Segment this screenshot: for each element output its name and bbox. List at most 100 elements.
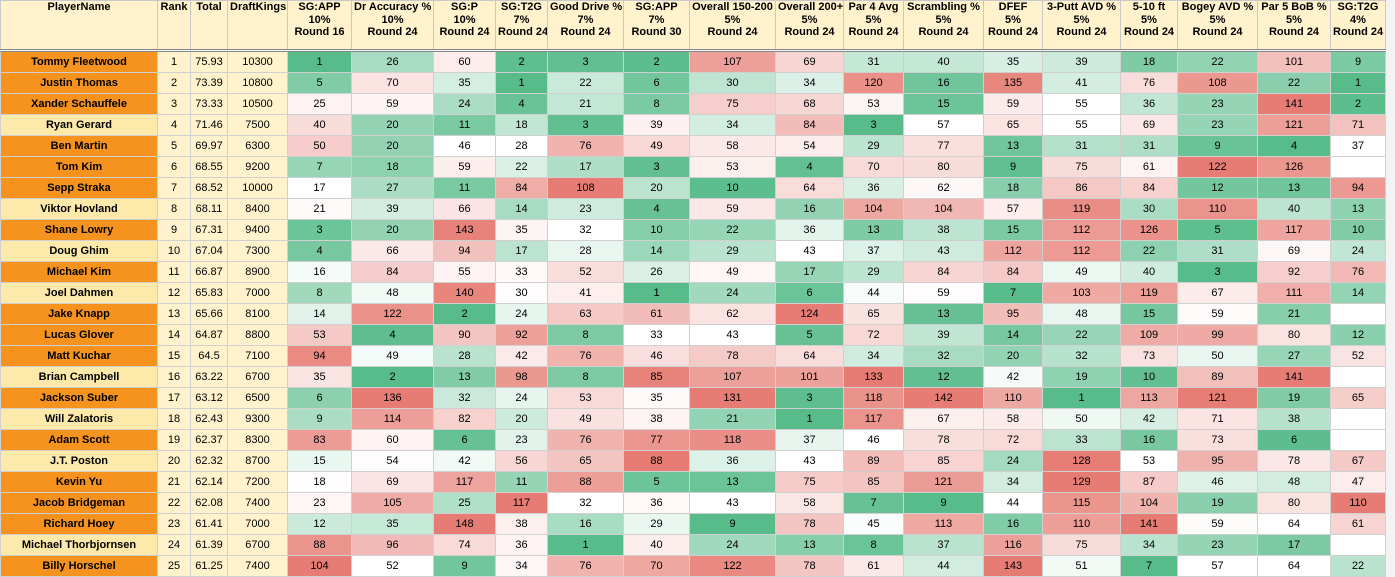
stat-cell: 1	[1042, 387, 1121, 409]
stat-cell: 8	[547, 366, 624, 388]
stat-cell: 32	[547, 492, 624, 514]
header-line: 4%	[1350, 13, 1366, 26]
player-info: 10800	[227, 72, 288, 94]
player-info: 10300	[227, 50, 288, 73]
header-line: 10%	[453, 13, 476, 26]
stat-cell: 117	[495, 492, 548, 514]
stat-cell: 16	[1120, 429, 1178, 451]
player-info: 7	[157, 177, 191, 199]
player-info: 7400	[227, 492, 288, 514]
stat-cell: 82	[433, 408, 496, 430]
player-info: 9200	[227, 156, 288, 178]
stat-cell: 65	[843, 303, 904, 325]
stat-cell: 2	[433, 303, 496, 325]
player-row: Billy Horschel 25 61.25 7400 104 52 9 34 76 70 122…	[0, 555, 1386, 577]
stat-cell: 30	[689, 72, 776, 94]
stat-cell: 17	[1257, 534, 1331, 556]
stat-cell: 140	[433, 282, 496, 304]
player-name: Ryan Gerard	[0, 114, 158, 136]
player-info: 68.11	[190, 198, 228, 220]
stat-cell: 26	[623, 261, 690, 283]
stat-cell: 68	[775, 93, 844, 115]
stat-cell: 43	[689, 492, 776, 514]
stat-cell: 66	[433, 198, 496, 220]
header-line: Good Drive %	[550, 1, 623, 14]
stat-cell: 53	[843, 93, 904, 115]
stat-cell: 86	[1042, 177, 1121, 199]
stat-cell	[1330, 366, 1386, 388]
header-line: 10%	[308, 13, 331, 26]
stat-cell: 36	[843, 177, 904, 199]
header-line: 7%	[513, 13, 530, 26]
stat-cell: 22	[1120, 240, 1178, 262]
stat-cell: 36	[1120, 93, 1178, 115]
stat-cell: 67	[903, 408, 984, 430]
stat-cell: 78	[775, 555, 844, 577]
stat-cell: 141	[1257, 93, 1331, 115]
stat-cell: 90	[433, 324, 496, 346]
stat-cell: 78	[903, 429, 984, 451]
header-line: 10%	[381, 13, 404, 26]
player-row: Jackson Suber 17 63.12 6500 6 136 32 24 53 35 131 3…	[0, 387, 1386, 409]
stat-cell: 89	[1177, 366, 1258, 388]
player-name: Shane Lowry	[0, 219, 158, 241]
player-info: 4	[157, 114, 191, 136]
stat-cell: 57	[903, 114, 984, 136]
player-info: 7500	[227, 114, 288, 136]
stat-cell: 104	[843, 198, 904, 220]
stat-cell: 124	[775, 303, 844, 325]
stat-cell: 40	[1257, 198, 1331, 220]
column-header: Overall 150-200 5% Round 24	[689, 0, 776, 52]
stat-cell: 14	[1330, 282, 1386, 304]
stat-cell: 12	[1177, 177, 1258, 199]
stat-cell: 39	[1042, 50, 1121, 73]
column-header: Par 5 BoB % 5% Round 24	[1257, 0, 1331, 52]
header-line: 7%	[577, 13, 594, 26]
stat-cell: 20	[623, 177, 690, 199]
player-info: 20	[157, 450, 191, 472]
header-line: Round 24	[848, 26, 899, 38]
stat-cell: 8	[843, 534, 904, 556]
player-info: 18	[157, 408, 191, 430]
stat-cell: 33	[1042, 429, 1121, 451]
stat-cell: 42	[433, 450, 496, 472]
player-info: 12	[157, 282, 191, 304]
header-line: SG:APP	[298, 1, 341, 14]
stat-cell: 1	[1330, 72, 1386, 94]
stat-cell: 7	[1120, 555, 1178, 577]
stat-cell: 15	[287, 450, 352, 472]
player-info: 62.14	[190, 471, 228, 493]
stat-cell: 28	[433, 345, 496, 367]
stat-cell: 11	[433, 177, 496, 199]
stat-cell: 20	[351, 135, 434, 157]
stat-cell	[1330, 156, 1386, 178]
stat-cell: 1	[287, 50, 352, 73]
stat-cell: 112	[1042, 240, 1121, 262]
header-line: SG:T2G	[501, 1, 542, 14]
player-row: Michael Thorbjornsen 24 61.39 6700 88 96 74 36 1…	[0, 534, 1386, 556]
stat-cell: 107	[689, 366, 776, 388]
stat-cell: 18	[495, 114, 548, 136]
stat-cell: 6	[775, 282, 844, 304]
header-line: 5%	[1073, 13, 1090, 26]
stat-cell: 30	[1120, 198, 1178, 220]
stat-cell: 40	[287, 114, 352, 136]
player-name: Sepp Straka	[0, 177, 158, 199]
player-name: Viktor Hovland	[0, 198, 158, 220]
stat-cell: 12	[287, 513, 352, 535]
player-name: J.T. Poston	[0, 450, 158, 472]
stat-cell: 75	[689, 93, 776, 115]
player-name: Billy Horschel	[0, 555, 158, 577]
header-line: Rank	[160, 1, 188, 14]
stat-cell: 64	[775, 177, 844, 199]
stat-cell: 19	[1257, 387, 1331, 409]
stat-cell: 59	[983, 93, 1043, 115]
stat-cell: 6	[433, 429, 496, 451]
stat-cell: 65	[547, 450, 624, 472]
stat-cell: 32	[903, 345, 984, 367]
player-row: Michael Kim 11 66.87 8900 16 84 55 33 52 26 49 17 29…	[0, 261, 1386, 283]
column-header: SG:APP 7% Round 30	[623, 0, 690, 52]
stat-cell: 62	[689, 303, 776, 325]
stat-cell: 76	[547, 135, 624, 157]
player-row: Jake Knapp 13 65.66 8100 14 122 2 24 63 61 62 124 65…	[0, 303, 1386, 325]
